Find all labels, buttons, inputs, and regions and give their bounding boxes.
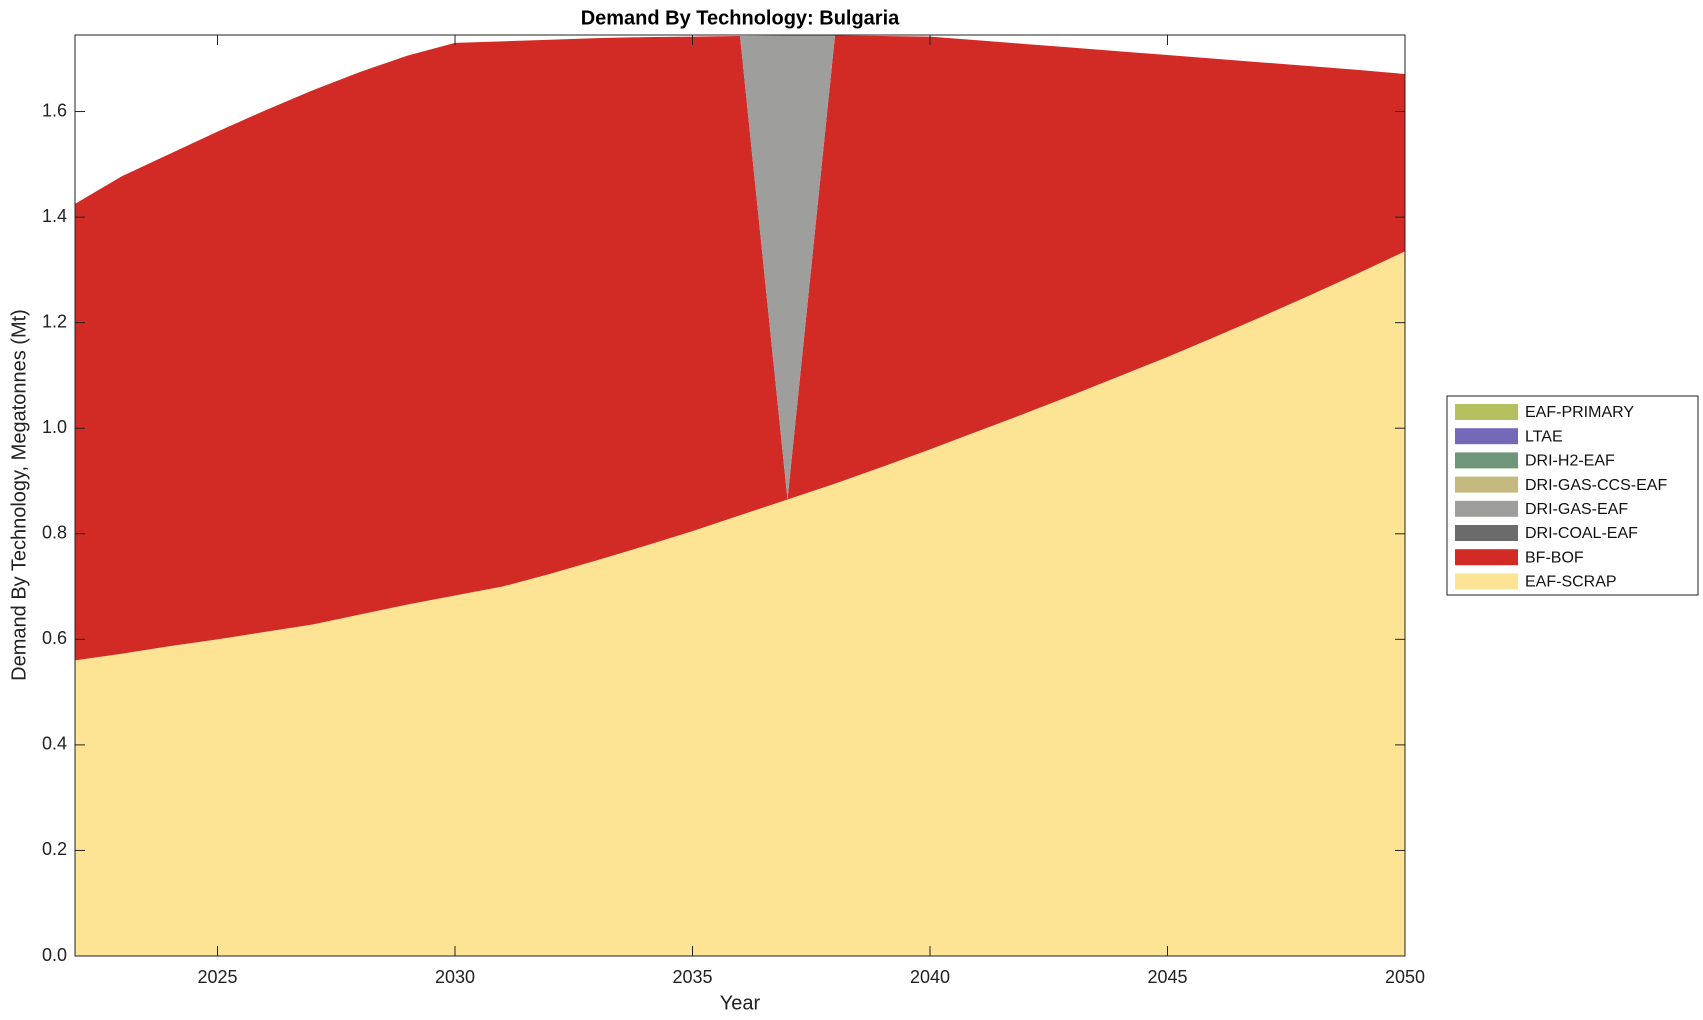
y-tick-label: 0.2: [42, 839, 67, 859]
x-tick-label: 2050: [1385, 967, 1425, 987]
legend-swatch: [1455, 525, 1518, 541]
legend-swatch: [1455, 573, 1518, 590]
x-tick-label: 2025: [197, 967, 237, 987]
area: [75, 251, 1405, 956]
legend-swatch: [1455, 452, 1518, 469]
legend-label: LTAE: [1525, 428, 1563, 445]
legend-swatch: [1455, 428, 1518, 445]
x-tick-label: 2045: [1147, 967, 1187, 987]
legend-swatch: [1455, 500, 1518, 517]
x-tick-label: 2030: [435, 967, 475, 987]
y-tick-label: 1.0: [42, 417, 67, 437]
y-tick-label: 0.6: [42, 628, 67, 648]
legend-label: EAF-PRIMARY: [1525, 404, 1634, 421]
y-tick-label: 1.2: [42, 311, 67, 331]
chart-title: Demand By Technology: Bulgaria: [581, 7, 900, 29]
legend-swatch: [1455, 476, 1518, 493]
legend-label: DRI-COAL-EAF: [1525, 525, 1638, 542]
area: [75, 35, 1405, 661]
legend-label: DRI-H2-EAF: [1525, 453, 1615, 470]
y-axis-label: Demand By Technology, Megatonnes (Mt): [8, 309, 30, 681]
y-tick-label: 0.0: [42, 945, 67, 965]
plot-frame: [74, 34, 1406, 957]
legend-label: BF-BOF: [1525, 549, 1584, 566]
x-axis-label: Year: [720, 992, 761, 1014]
legend-swatch: [1455, 404, 1518, 420]
x-tick-label: 2040: [910, 967, 950, 987]
y-tick-label: 0.8: [42, 523, 67, 543]
x-tick-label: 2035: [672, 967, 712, 987]
legend-label: DRI-GAS-EAF: [1525, 501, 1628, 518]
y-tick-label: 1.4: [42, 206, 67, 226]
legend-label: EAF-SCRAP: [1525, 574, 1617, 591]
y-tick-label: 0.4: [42, 734, 67, 754]
legend-label: DRI-GAS-CCS-EAF: [1525, 477, 1667, 494]
legend-swatch: [1455, 549, 1518, 566]
y-tick-label: 1.6: [42, 100, 67, 120]
plot-area: [75, 35, 1405, 956]
